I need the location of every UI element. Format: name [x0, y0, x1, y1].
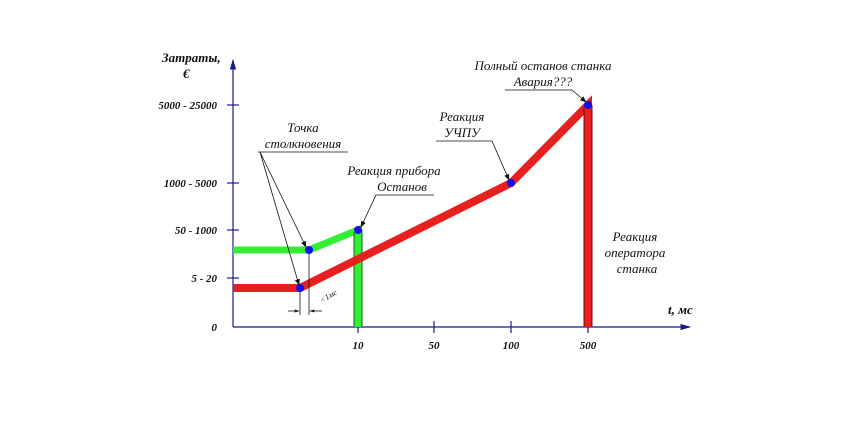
device-label-line1: Реакция прибора [346, 163, 441, 178]
collision-label-line1: Точка [287, 120, 319, 135]
operator-label-line2: оператора [605, 245, 666, 260]
y-tick-label: 5 - 20 [191, 273, 217, 285]
device-stop-point [354, 226, 362, 234]
cnc-leader [436, 140, 510, 181]
x-tick-labels: 10 50 100 500 [353, 340, 597, 352]
y-axis-unit: € [182, 66, 190, 81]
y-tick-label: 1000 - 5000 [164, 178, 218, 190]
operator-label-line3: станка [617, 261, 658, 276]
x-tick-label: 100 [503, 340, 520, 352]
full-stop-label-line2: Авария??? [513, 74, 573, 89]
y-tick-marks [227, 104, 239, 279]
x-tick-label: 50 [429, 340, 441, 352]
y-tick-labels: 0 5 - 20 50 - 1000 1000 - 5000 5000 - 25… [158, 100, 217, 334]
x-tick-label: 500 [580, 340, 597, 352]
collision-point-red [296, 284, 304, 292]
operator-label-line1: Реакция [612, 229, 658, 244]
collision-point-green [305, 246, 313, 254]
x-axis-title: t, мс [668, 302, 693, 317]
y-tick-label: 5000 - 25000 [158, 100, 217, 112]
y-tick-label: 0 [212, 322, 218, 334]
point-markers [296, 101, 592, 292]
full-stop-point [584, 101, 592, 109]
collision-label-line2: столкновения [265, 136, 341, 151]
cnc-label-line1: Реакция [439, 109, 485, 124]
collision-arrow-red [259, 151, 300, 286]
dim-label: <1мс [319, 288, 340, 305]
full-stop-label-line1: Полный останов станка [474, 58, 612, 73]
y-axis-title: Затраты, [161, 50, 221, 65]
cnc-reaction-point [507, 179, 515, 187]
full-stop-leader [505, 89, 587, 103]
device-leader [360, 194, 434, 228]
cnc-label-line2: УЧПУ [444, 125, 482, 140]
y-tick-label: 50 - 1000 [175, 225, 218, 237]
device-label-line2: Останов [377, 179, 427, 194]
collision-arrow-green [259, 151, 307, 248]
series-green-line [233, 224, 362, 327]
x-tick-label: 10 [353, 340, 365, 352]
